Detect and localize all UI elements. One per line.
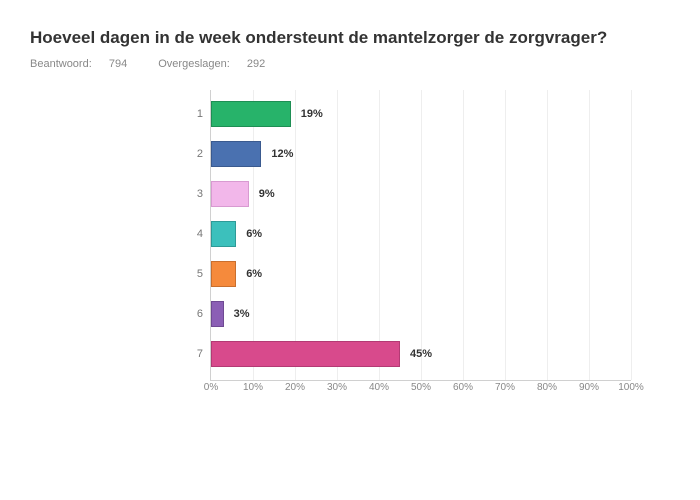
- value-label: 3%: [234, 308, 250, 320]
- x-tick: 20%: [285, 382, 305, 393]
- answered-label: Beantwoord:: [30, 58, 92, 70]
- chart-bar: [211, 341, 400, 367]
- value-label: 45%: [410, 348, 432, 360]
- gridline: [631, 90, 632, 380]
- gridline: [337, 90, 338, 380]
- category-label: 1: [177, 108, 203, 120]
- chart-bar: [211, 301, 224, 327]
- chart-bar: [211, 141, 261, 167]
- value-label: 12%: [271, 148, 293, 160]
- gridline: [547, 90, 548, 380]
- x-tick: 0%: [204, 382, 218, 393]
- x-tick: 40%: [369, 382, 389, 393]
- gridline: [295, 90, 296, 380]
- x-tick: 80%: [537, 382, 557, 393]
- gridline: [589, 90, 590, 380]
- value-label: 6%: [246, 268, 262, 280]
- category-label: 6: [177, 308, 203, 320]
- plot-region: 0%10%20%30%40%50%60%70%80%90%100%119%212…: [210, 90, 631, 381]
- gridline: [379, 90, 380, 380]
- gridline: [505, 90, 506, 380]
- category-label: 2: [177, 148, 203, 160]
- x-tick: 50%: [411, 382, 431, 393]
- category-label: 5: [177, 268, 203, 280]
- chart-title: Hoeveel dagen in de week ondersteunt de …: [30, 28, 670, 48]
- x-tick: 10%: [243, 382, 263, 393]
- chart-bar: [211, 261, 236, 287]
- chart-bar: [211, 221, 236, 247]
- gridline: [463, 90, 464, 380]
- value-label: 9%: [259, 188, 275, 200]
- gridline: [421, 90, 422, 380]
- chart-bar: [211, 101, 291, 127]
- answered-count: 794: [109, 58, 127, 70]
- skipped-label: Overgeslagen:: [158, 58, 230, 70]
- chart-container: Hoeveel dagen in de week ondersteunt de …: [0, 0, 700, 430]
- x-tick: 70%: [495, 382, 515, 393]
- category-label: 4: [177, 228, 203, 240]
- category-label: 7: [177, 348, 203, 360]
- x-tick: 90%: [579, 382, 599, 393]
- chart-area: 0%10%20%30%40%50%60%70%80%90%100%119%212…: [170, 90, 630, 420]
- skipped-count: 292: [247, 58, 265, 70]
- x-tick: 60%: [453, 382, 473, 393]
- value-label: 19%: [301, 108, 323, 120]
- response-meta: Beantwoord: 794 Overgeslagen: 292: [30, 58, 670, 70]
- category-label: 3: [177, 188, 203, 200]
- chart-bar: [211, 181, 249, 207]
- x-tick: 100%: [618, 382, 644, 393]
- x-tick: 30%: [327, 382, 347, 393]
- value-label: 6%: [246, 228, 262, 240]
